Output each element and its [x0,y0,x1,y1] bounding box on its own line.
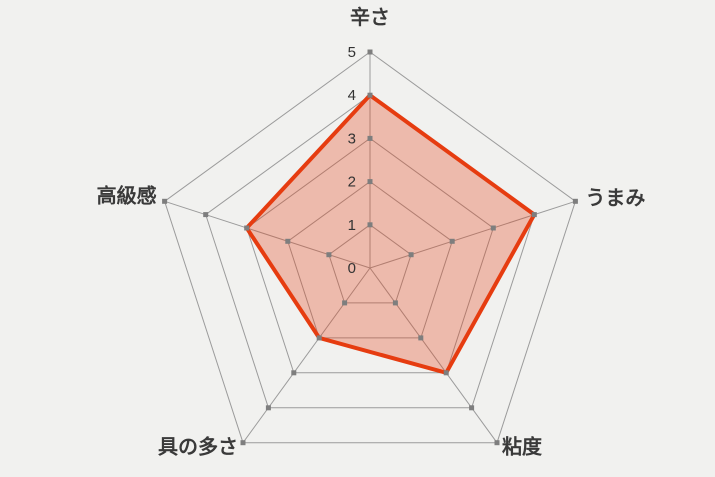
grid-dot [240,440,246,446]
tick-label-2: 2 [348,174,356,191]
axis-line-2 [369,267,498,443]
grid-dot [408,252,414,258]
grid-dot [490,225,496,231]
grid-dot [418,335,424,341]
grid-dot [367,135,373,141]
grid-dot [367,222,373,228]
grid-ring-1 [328,224,412,304]
grid-dot [494,440,500,446]
grid-dot [326,252,332,258]
grid-dot [449,238,455,244]
category-label-3: 具の多さ [158,435,238,459]
grid-dot [316,335,322,341]
grid-dot [162,198,168,204]
grid-dot [244,225,250,231]
tick-label-4: 4 [348,87,356,104]
grid-dot [285,238,291,244]
data-polygon [244,92,537,376]
grid-dot [367,92,373,98]
axis-line-4 [164,200,371,269]
tick-label-1: 1 [348,217,356,234]
category-label-2: 粘度 [502,435,543,459]
grid-dot [203,212,209,218]
grid-dot [392,300,398,306]
grid-ring-2 [287,180,453,339]
category-label-0: 辛さ [350,5,390,29]
tick-label-5: 5 [348,44,356,61]
grid-dot [531,212,537,218]
grid-dot [572,198,578,204]
grid-dot [367,49,373,55]
axis-line-1 [369,200,576,269]
grid-ring-3 [246,137,494,374]
grid-dot [443,370,449,376]
category-label-4: 高級感 [97,183,157,207]
grid-dot [469,405,475,411]
axis-line-3 [242,267,371,443]
grid-ring-5 [164,51,576,444]
grid-dot [265,405,271,411]
grid-dot [291,370,297,376]
category-label-1: うまみ [585,186,645,209]
tick-label-3: 3 [348,130,356,147]
grid-dot [367,179,373,185]
tick-label-0: 0 [348,260,356,277]
grid-dot [342,300,348,306]
